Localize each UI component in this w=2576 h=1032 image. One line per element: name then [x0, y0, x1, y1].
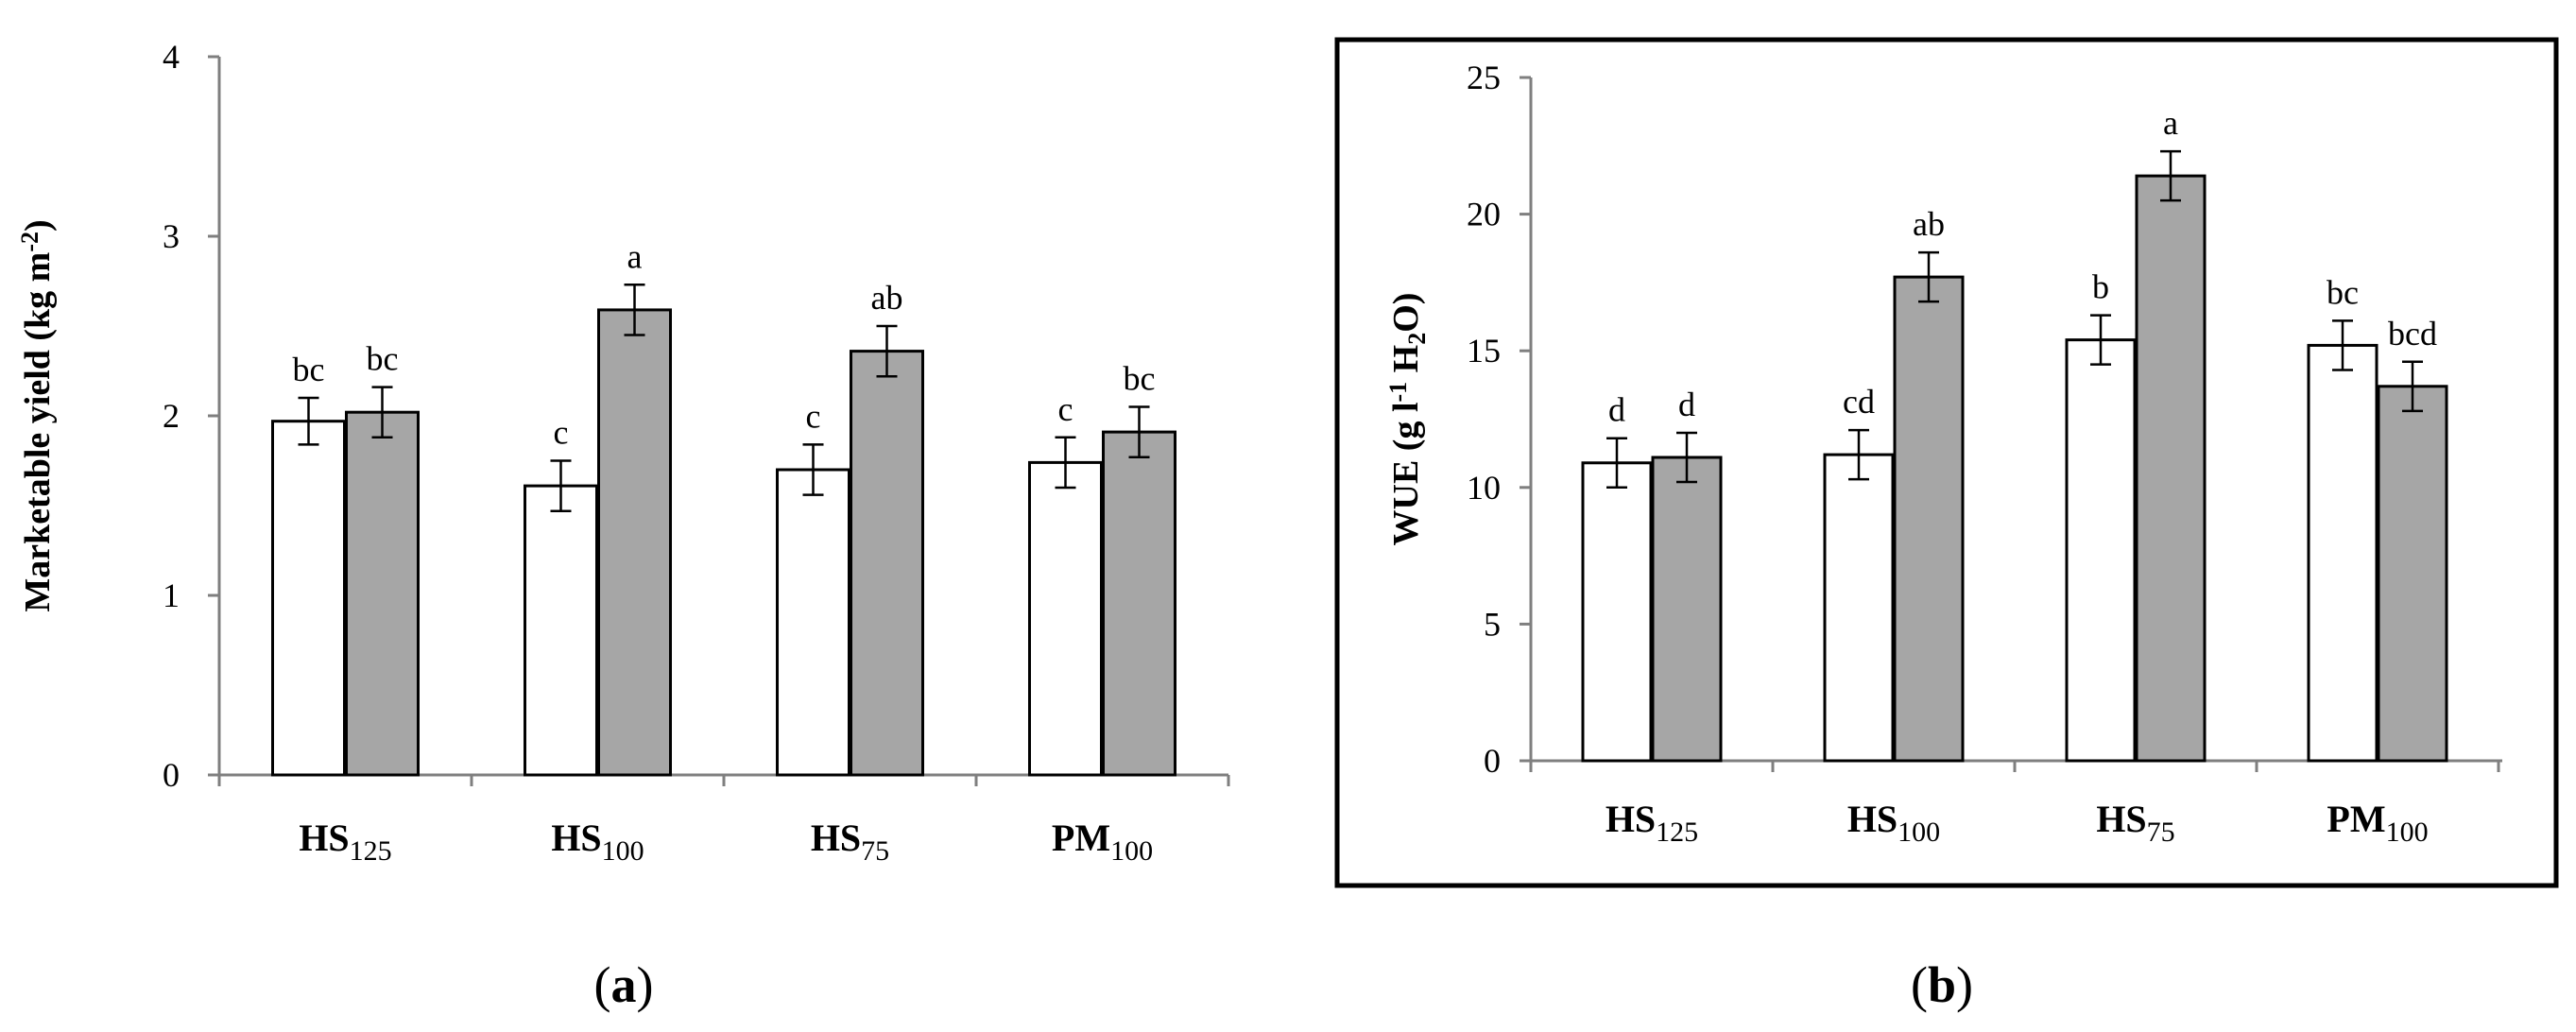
panel-b-significance-letter: bc	[2327, 273, 2359, 311]
panel-b-ylabel-sub: 2	[1403, 333, 1431, 345]
panel-b-bar-grey-1	[1651, 456, 1723, 763]
panel-b-bar-white-1	[1581, 461, 1653, 763]
panel-a-y-axis-title: Marketable yield (kg m-2)	[16, 219, 58, 611]
panel-a-category-sub: 100	[1110, 835, 1153, 867]
panel-a-category-label: HS75	[811, 817, 889, 867]
panel-b-category-base: HS	[1847, 798, 1898, 840]
panel-b-category-base: HS	[1606, 798, 1656, 840]
panel-b-category-sub: 100	[1898, 817, 1940, 848]
panel-a-ylabel-end: )	[18, 219, 58, 232]
panel-b-y-tick-label: 20	[1467, 196, 1501, 233]
panel-a-significance-letter: a	[627, 237, 643, 275]
panel-b-y-tick-label: 10	[1467, 469, 1501, 507]
panel-a-bar-grey-1	[345, 410, 420, 777]
panel-a-label-letter: a	[611, 956, 637, 1013]
panel-b-ylabel-end: O)	[1386, 293, 1426, 333]
panel-b-category-base: PM	[2327, 798, 2385, 840]
panel-b-frame	[1334, 37, 2559, 888]
panel-a-category-base: PM	[1052, 817, 1110, 859]
panel-b-category-label: HS100	[1847, 798, 1940, 848]
panel-a-category-base: HS	[551, 817, 601, 859]
panel-b-significance-letter: a	[2163, 104, 2178, 142]
panel-b-significance-letter: b	[2092, 268, 2109, 306]
panel-b-category-base: HS	[2096, 798, 2146, 840]
panel-b-bar-grey-2	[1893, 275, 1965, 763]
panel-a-y-tick-label: 1	[163, 576, 180, 614]
panel-b-significance-letter: d	[1608, 391, 1625, 429]
panel-b-label: (b)	[1911, 956, 1973, 1013]
panel-b-category-sub: 100	[2386, 817, 2429, 848]
panel-a-bar-white-1	[271, 420, 346, 777]
panel-a-bar-white-3	[776, 468, 850, 777]
panel-b-significance-letter: ab	[1913, 205, 1945, 243]
panel-b-y-axis-title: WUE (g l-1 H2O)	[1384, 293, 1431, 546]
panel-a-significance-letter: ab	[871, 279, 903, 317]
panel-a-category-sub: 125	[350, 835, 392, 867]
panel-b-significance-letter: bcd	[2388, 315, 2437, 353]
panel-a-category-label: HS125	[299, 817, 391, 867]
panel-b-label-letter: b	[1928, 956, 1956, 1013]
panel-b-bar-white-3	[2065, 338, 2137, 763]
panel-b-label-close: )	[1956, 956, 1973, 1013]
panel-b-ylabel-mid: H	[1386, 345, 1426, 382]
panel-a-y-tick-label: 3	[163, 217, 180, 255]
panel-b-y-tick-label: 25	[1467, 59, 1501, 96]
panel-b-ylabel-base: WUE (g l	[1386, 402, 1426, 545]
panel-b-y-tick-label: 0	[1484, 742, 1501, 780]
panel-b-bar-grey-4	[2377, 385, 2448, 763]
panel-b-bar-white-2	[1823, 453, 1895, 763]
panel-a-significance-letter: bc	[367, 340, 399, 378]
panel-a-significance-letter: c	[806, 397, 821, 435]
panel-b-y-tick-label: 15	[1467, 332, 1501, 370]
panel-a-y-tick-label: 2	[163, 397, 180, 435]
panel-a-bar-grey-4	[1102, 430, 1176, 777]
panel-b-y-tick-label: 5	[1484, 605, 1501, 643]
panel-a-significance-letter: bc	[1124, 360, 1156, 398]
panel-a-label-close: )	[637, 956, 654, 1013]
panel-a-label: (a)	[594, 956, 654, 1013]
panel-b-category-label: HS75	[2096, 798, 2174, 848]
panel-a-bar-white-2	[524, 484, 598, 777]
panel-b-category-label: PM100	[2327, 798, 2428, 848]
panel-a-category-sub: 100	[602, 835, 644, 867]
panel-b-bar-grey-3	[2135, 174, 2207, 763]
panel-a-bar-white-4	[1028, 460, 1103, 777]
panel-b-category-label: HS125	[1606, 798, 1698, 848]
panel-a-y-tick-label: 0	[163, 756, 180, 794]
panel-b-label-open: (	[1911, 956, 1928, 1013]
panel-a-category-sub: 75	[861, 835, 889, 867]
panel-a-ylabel-base: Marketable yield (kg m	[18, 252, 58, 612]
panel-a-significance-letter: c	[1058, 390, 1073, 428]
panel-b-category-sub: 125	[1656, 817, 1698, 848]
panel-b-significance-letter: d	[1678, 386, 1695, 423]
panel-a-label-open: (	[594, 956, 611, 1013]
panel-b-category-sub: 75	[2147, 817, 2175, 848]
panel-b-bar-white-4	[2307, 343, 2379, 763]
panel-a-significance-letter: bc	[293, 351, 325, 388]
panel-a-category-label: HS100	[551, 817, 644, 867]
panel-a-ylabel-sup: -2	[16, 232, 43, 252]
panel-b-significance-letter: cd	[1843, 383, 1875, 421]
panel-a-category-base: HS	[811, 817, 861, 859]
panel-a-bar-grey-3	[850, 350, 924, 777]
panel-a-y-tick-label: 4	[163, 38, 180, 76]
panel-a-category-base: HS	[299, 817, 349, 859]
panel-a-category-label: PM100	[1052, 817, 1153, 867]
panel-a-bar-grey-2	[597, 308, 672, 777]
panel-b-ylabel-sup: -1	[1384, 382, 1412, 403]
panel-a-significance-letter: c	[554, 414, 569, 452]
